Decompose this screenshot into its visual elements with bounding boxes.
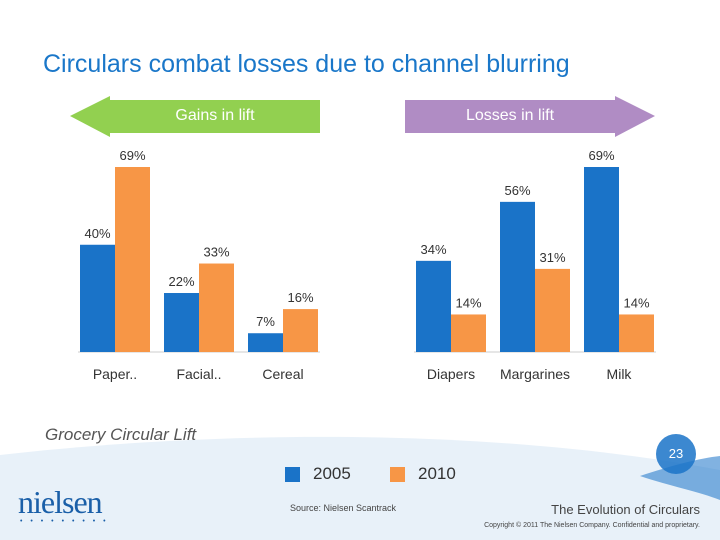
category-label-cereal: Cereal — [262, 366, 303, 382]
bar-2005-paper — [80, 244, 115, 352]
bar-2010-milk — [619, 314, 654, 352]
copyright-notice: Copyright © 2011 The Nielsen Company. Co… — [484, 522, 700, 529]
data-label-2005-milk: 69% — [588, 148, 614, 163]
data-label-2005-diapers: 34% — [420, 242, 446, 257]
bar-2010-diapers — [451, 314, 486, 352]
data-label-2010-paper: 69% — [119, 148, 145, 163]
category-label-paper: Paper.. — [93, 366, 137, 382]
losses-arrow-shape — [405, 96, 655, 137]
legend-swatch-2010 — [390, 467, 405, 482]
category-label-margarines: Margarines — [500, 366, 570, 382]
bar-2005-diapers — [416, 260, 451, 352]
data-label-2010-milk: 14% — [623, 295, 649, 310]
data-label-2005-facial: 22% — [168, 274, 194, 289]
data-label-2005-margarines: 56% — [504, 183, 530, 198]
bar-2005-margarines — [500, 201, 535, 352]
chart-subtitle: Grocery Circular Lift — [45, 425, 197, 444]
losses-arrow: Losses in lift — [405, 97, 615, 135]
gains-arrow: Gains in lift — [110, 97, 320, 135]
data-label-2010-diapers: 14% — [455, 295, 481, 310]
bar-2010-margarines — [535, 268, 570, 352]
nielsen-logo: nielsen — [18, 484, 103, 520]
gains-arrow-label: Gains in lift — [175, 107, 255, 124]
footer-title: The Evolution of Circulars — [551, 502, 700, 517]
bar-2005-facial — [164, 293, 199, 352]
bar-2010-cereal — [283, 309, 318, 352]
slide-title: Circulars combat losses due to channel b… — [43, 50, 570, 78]
page-number-circle — [656, 434, 696, 474]
category-label-facial: Facial.. — [176, 366, 221, 382]
legend-label-2005: 2005 — [313, 464, 351, 483]
data-label-2010-facial: 33% — [203, 245, 229, 260]
data-label-2005-cereal: 7% — [256, 314, 275, 329]
nielsen-logo-dots: • • • • • • • • • — [20, 518, 109, 525]
gains-arrow-shape — [70, 96, 320, 137]
footer-band — [0, 436, 720, 540]
bar-2005-milk — [584, 167, 619, 352]
data-label-2010-cereal: 16% — [287, 290, 313, 305]
losses-arrow-label: Losses in lift — [465, 107, 555, 124]
legend-label-2010: 2010 — [418, 464, 456, 483]
page-number: 23 — [668, 446, 684, 461]
bar-2010-paper — [115, 167, 150, 352]
data-label-2005-paper: 40% — [84, 226, 110, 241]
category-label-milk: Milk — [607, 366, 633, 382]
footer-wave — [640, 456, 720, 500]
bar-2010-facial — [199, 263, 234, 352]
bar-2005-cereal — [248, 333, 283, 352]
source-note: Source: Nielsen Scantrack — [290, 503, 397, 513]
data-label-2010-margarines: 31% — [539, 250, 565, 265]
legend-swatch-2005 — [285, 467, 300, 482]
category-label-diapers: Diapers — [427, 366, 475, 382]
